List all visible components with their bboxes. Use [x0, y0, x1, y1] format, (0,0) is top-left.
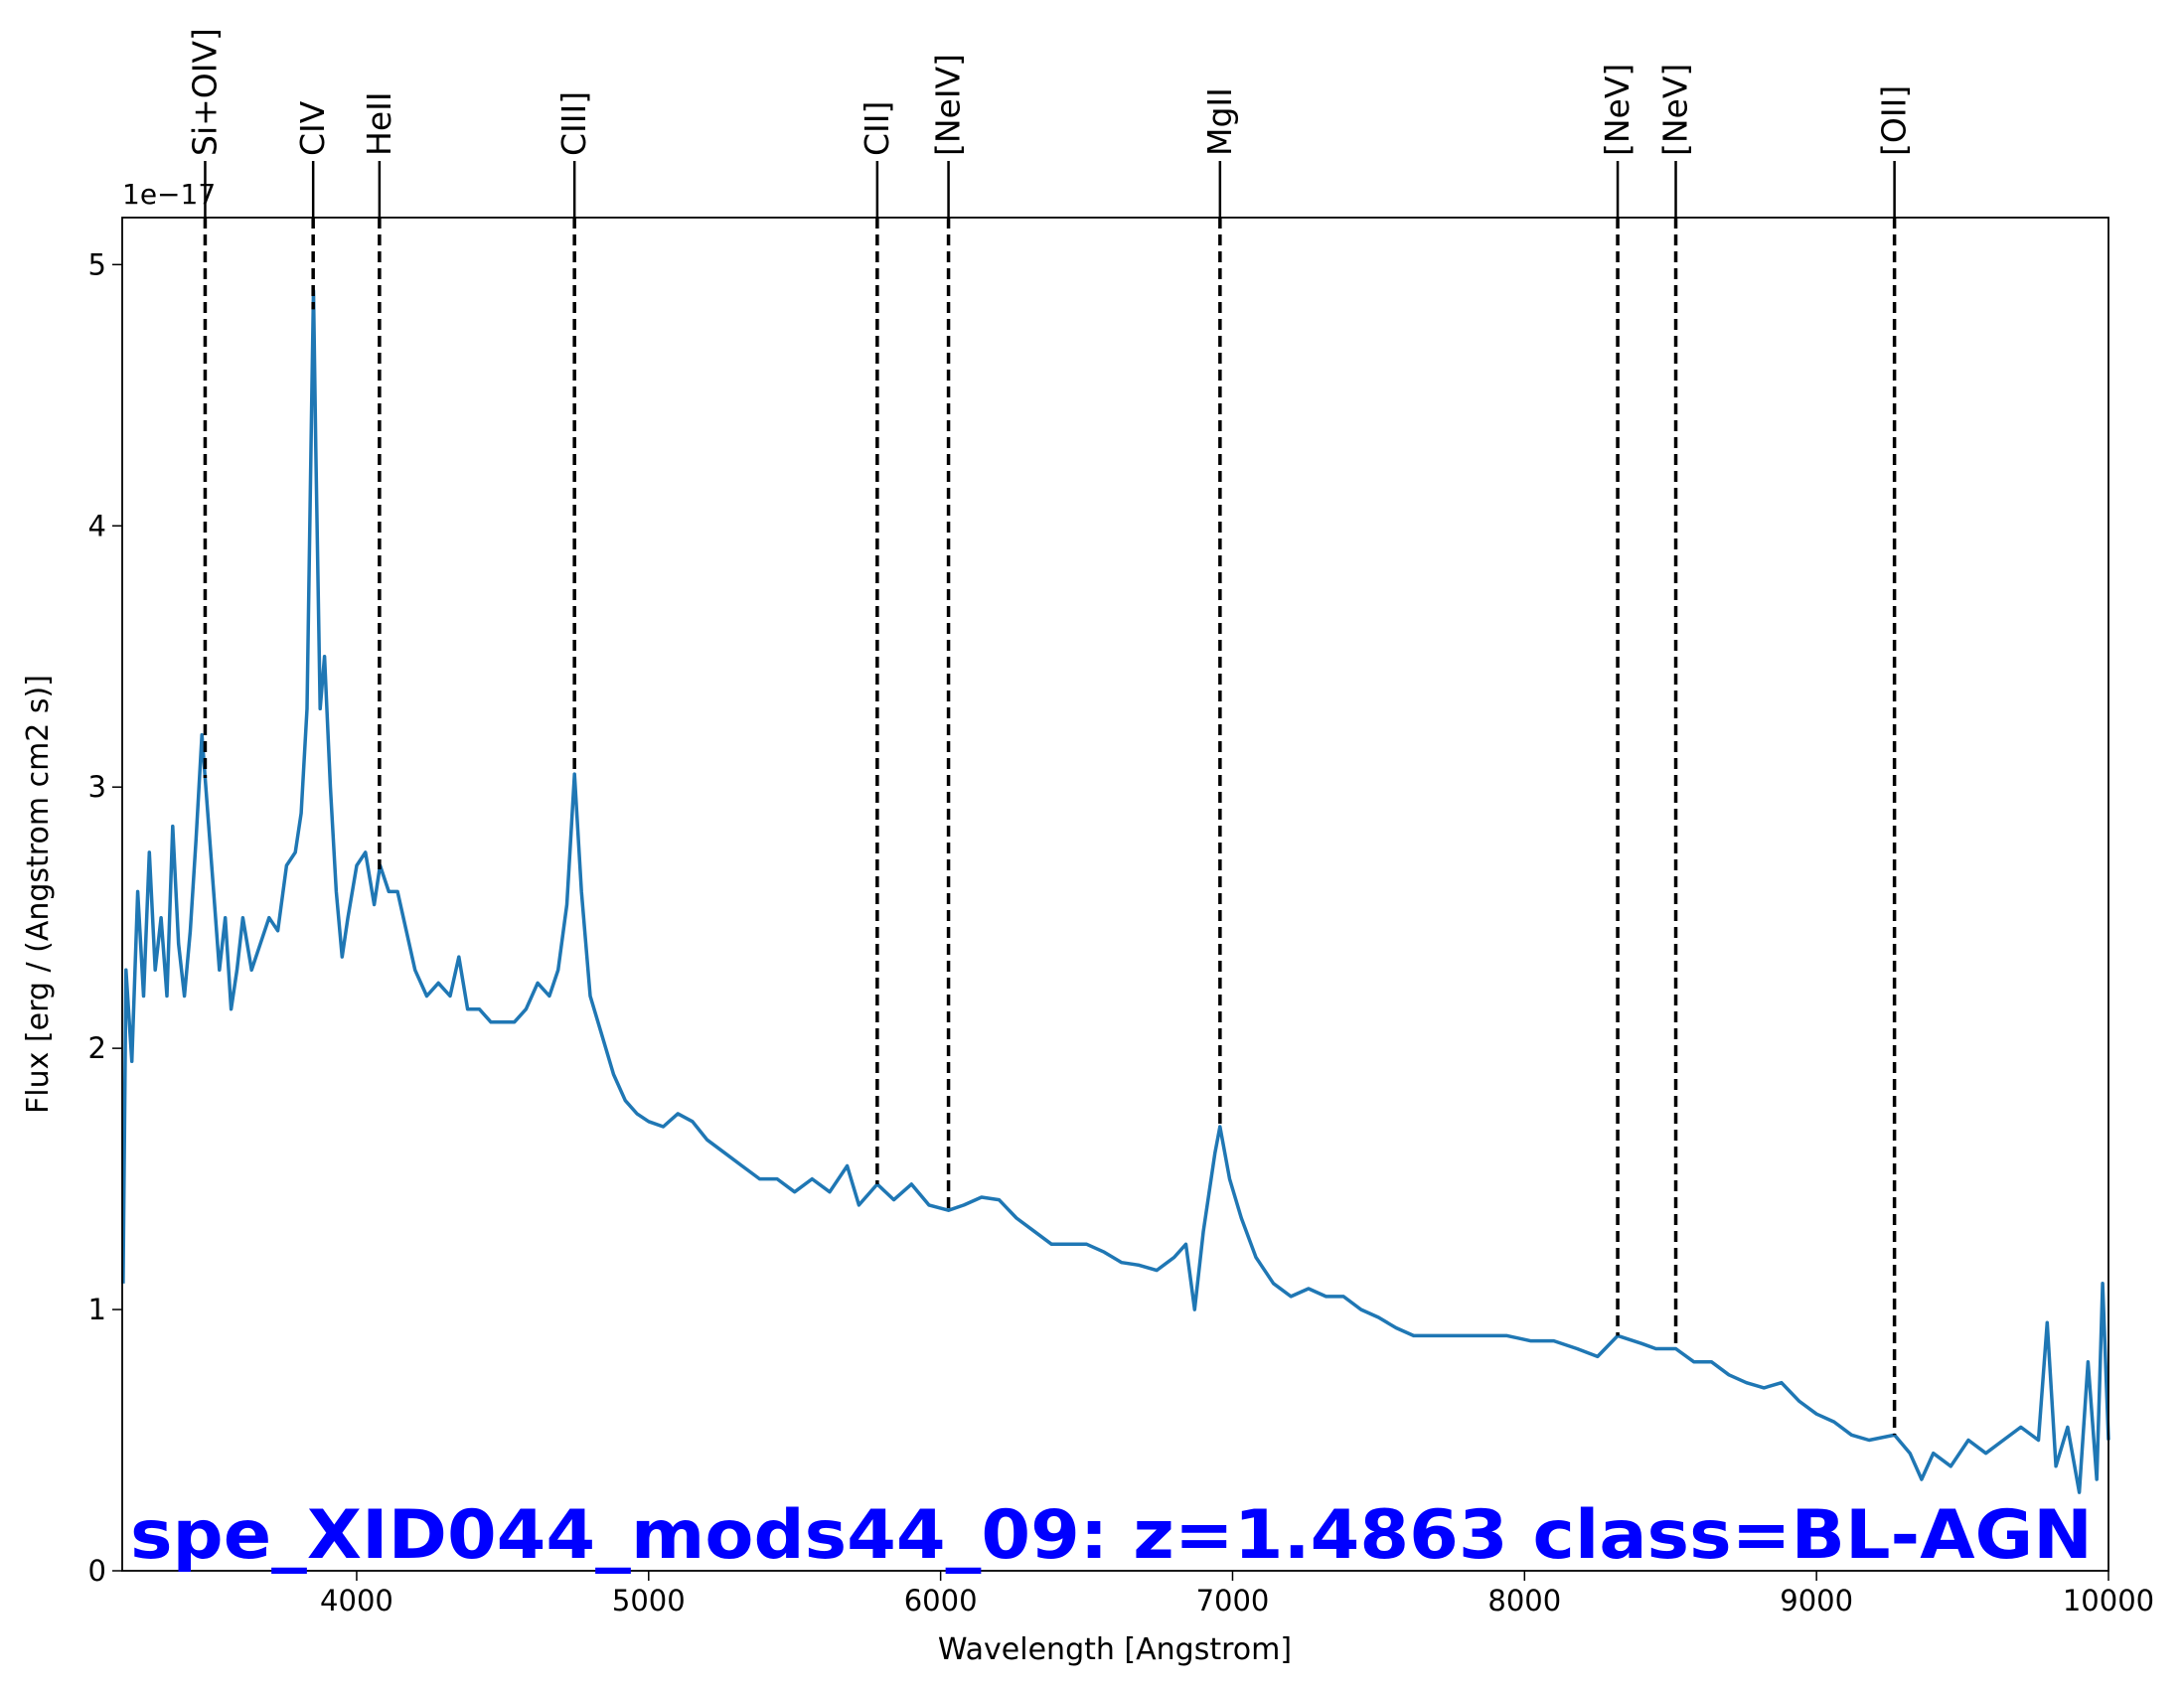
emission-line-label: [NeV] [1656, 64, 1695, 156]
emission-line-label: [OII] [1875, 85, 1914, 156]
x-tick-label: 4000 [320, 1584, 393, 1617]
x-tick-label: 9000 [1780, 1584, 1853, 1617]
x-tick-label: 7000 [1196, 1584, 1270, 1617]
y-tick-label: 0 [88, 1554, 106, 1588]
y-tick-label: 5 [88, 247, 106, 281]
y-offset-text: 1e−17 [122, 178, 216, 211]
x-tick-label: 10000 [2063, 1584, 2154, 1617]
y-tick-label: 4 [88, 509, 106, 542]
y-axis-label: Flux [erg / (Angstrom cm2 s)] [21, 675, 56, 1114]
x-tick-label: 6000 [904, 1584, 978, 1617]
y-tick-label: 2 [88, 1031, 106, 1065]
y-tick-label: 3 [88, 770, 106, 804]
emission-line-label: HeII [360, 91, 398, 156]
spectrum-line [121, 288, 2110, 1494]
emission-line-label: CIV [293, 100, 332, 156]
emission-line-label: MgII [1200, 87, 1239, 156]
emission-line-label: [NeIV] [929, 54, 968, 156]
x-tick-label: 5000 [612, 1584, 686, 1617]
emission-line-label: CIII] [554, 91, 593, 156]
x-tick-label: 8000 [1487, 1584, 1561, 1617]
x-axis-label: Wavelength [Angstrom] [938, 1632, 1292, 1667]
emission-line-label: CII] [858, 101, 896, 156]
y-tick-label: 1 [88, 1293, 106, 1326]
emission-line-label: Si+OIV] [185, 28, 224, 156]
emission-line-label: [NeV] [1598, 64, 1637, 156]
plot-frame [121, 217, 2109, 1572]
chart-title: spe_XID044_mods44_09: z=1.4863 class=BL-… [130, 1496, 2093, 1575]
